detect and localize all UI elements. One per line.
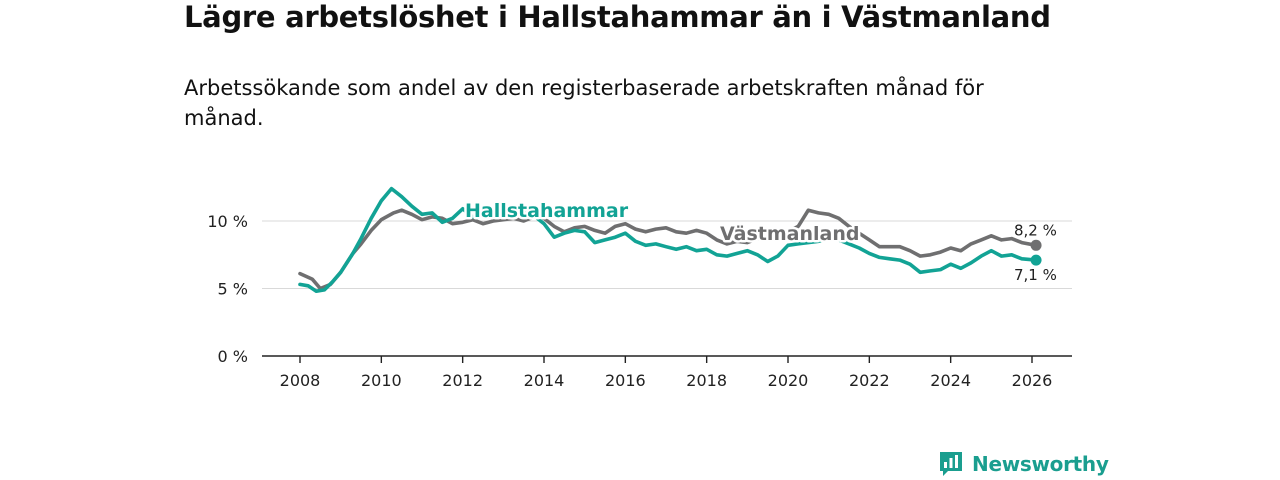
series-line-vastmanland bbox=[298, 208, 1038, 291]
end-label-hallstahammar: 7,1 % bbox=[1014, 266, 1057, 284]
newsworthy-logo: Newsworthy bbox=[938, 450, 1109, 478]
x-tick-label-2022: 2022 bbox=[849, 371, 890, 390]
x-tick-label-2012: 2012 bbox=[442, 371, 483, 390]
x-tick-label-2018: 2018 bbox=[686, 371, 727, 390]
x-tick-label-2024: 2024 bbox=[930, 371, 971, 390]
newsworthy-logo-icon bbox=[940, 452, 962, 476]
x-tick-label-2020: 2020 bbox=[768, 371, 809, 390]
x-tick-label-2026: 2026 bbox=[1012, 371, 1053, 390]
brand-name: Newsworthy bbox=[972, 452, 1109, 476]
chart-subtitle: Arbetssökande som andel av den registerb… bbox=[184, 76, 984, 130]
end-marker-vastmanland bbox=[1030, 239, 1042, 251]
y-tick-label-0: 0 % bbox=[218, 347, 248, 366]
y-tick-label-10: 10 % bbox=[207, 212, 248, 231]
series-label-vastmanland: Västmanland bbox=[720, 223, 860, 245]
chart-title: Lägre arbetslöshet i Hallstahammar än i … bbox=[184, 0, 1051, 34]
x-tick-label-2010: 2010 bbox=[361, 371, 402, 390]
end-marker-hallstahammar bbox=[1030, 254, 1042, 266]
y-tick-label-5: 5 % bbox=[218, 280, 248, 299]
end-label-vastmanland: 8,2 % bbox=[1014, 221, 1057, 239]
x-tick-label-2008: 2008 bbox=[280, 371, 321, 390]
series-label-hallstahammar: Hallstahammar bbox=[465, 200, 629, 222]
x-tick-label-2016: 2016 bbox=[605, 371, 646, 390]
series-line-hallstahammar bbox=[298, 186, 1038, 293]
x-tick-label-2014: 2014 bbox=[524, 371, 565, 390]
